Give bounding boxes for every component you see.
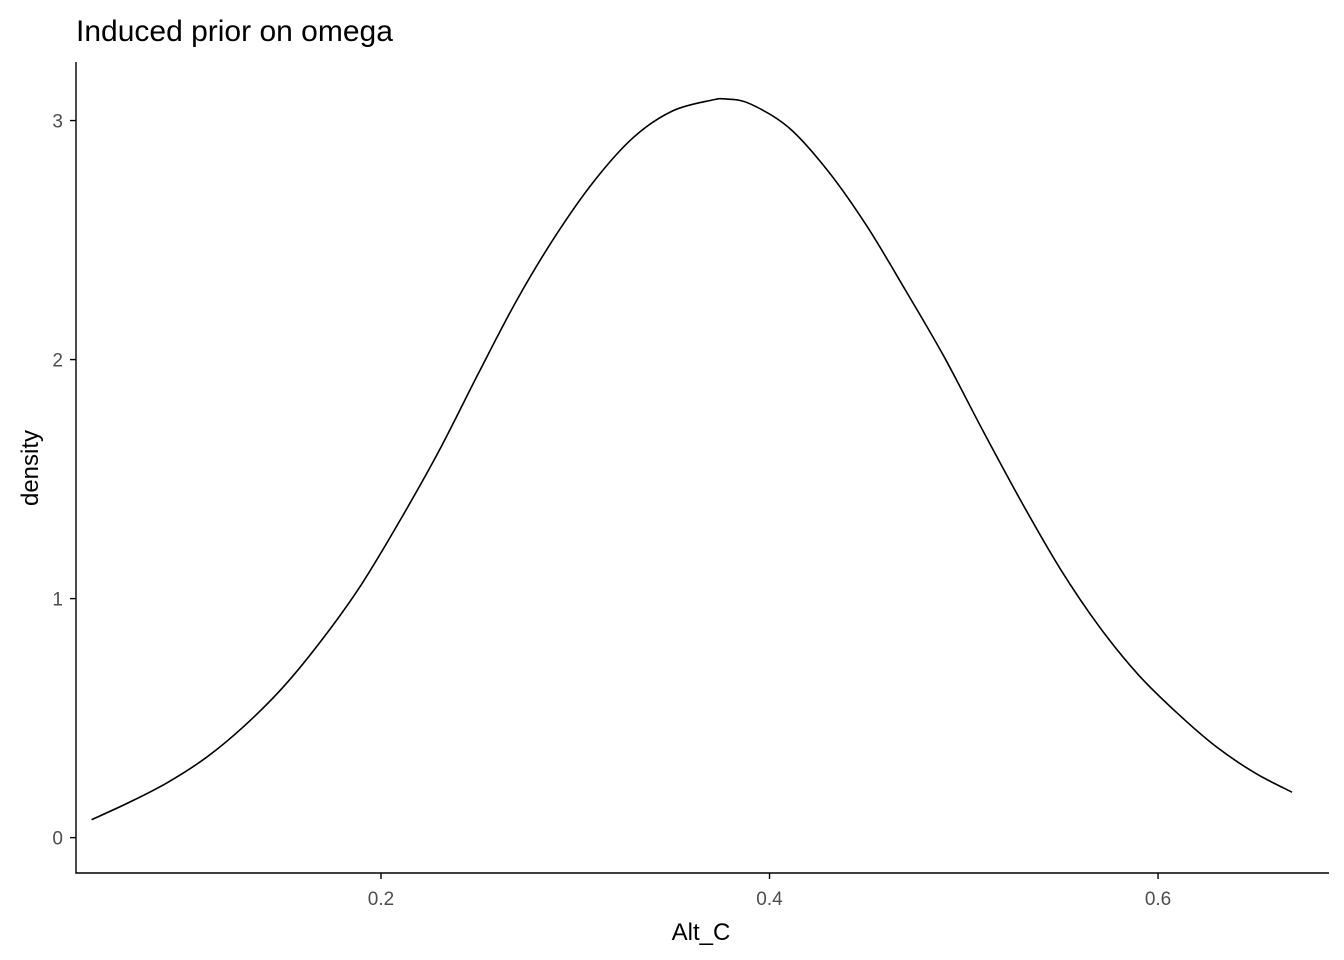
chart-title: Induced prior on omega: [76, 15, 393, 48]
x-axis-title: Alt_C: [672, 919, 731, 946]
x-tick-label: 0.4: [756, 889, 783, 910]
density-series: [91, 97, 1293, 821]
y-axis-title: density: [17, 430, 44, 506]
x-tick-label: 0.2: [368, 889, 394, 910]
x-axis-ticks: 0.2 0.4 0.6: [368, 873, 1171, 910]
y-tick-label: 1: [52, 590, 63, 611]
y-tick-label: 3: [52, 112, 63, 133]
density-curve: [91, 97, 1293, 821]
y-axis-ticks: 0 1 2 3: [52, 112, 76, 850]
x-tick-label: 0.6: [1145, 889, 1171, 910]
y-tick-label: 2: [52, 351, 63, 372]
y-tick-label: 0: [52, 829, 63, 850]
